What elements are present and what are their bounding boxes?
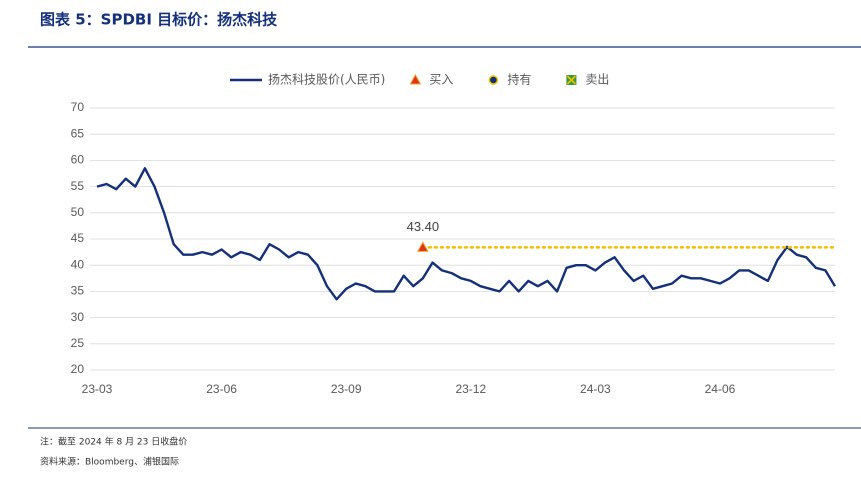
x-tick-label: 23-06 xyxy=(206,382,237,396)
marker xyxy=(417,241,429,252)
x-tick-label: 23-03 xyxy=(82,382,113,396)
y-tick-label: 45 xyxy=(71,231,85,245)
y-tick-label: 40 xyxy=(71,257,85,271)
y-tick-label: 60 xyxy=(71,153,85,167)
legend-symbol xyxy=(488,75,499,85)
y-tick-label: 70 xyxy=(71,100,85,114)
legend-label: 扬杰科技股价(人民币) xyxy=(268,72,385,87)
legend-symbol xyxy=(409,73,422,85)
legend-label: 持有 xyxy=(507,72,531,87)
x-tick-label: 23-12 xyxy=(455,382,486,396)
legend-symbol-cross xyxy=(566,75,576,85)
y-tick-label: 25 xyxy=(71,336,85,350)
x-tick-label: 24-03 xyxy=(580,382,611,396)
y-tick-label: 20 xyxy=(71,362,85,376)
x-tick-label: 23-09 xyxy=(331,382,362,396)
x-tick-label: 24-06 xyxy=(705,382,736,396)
chart-title: 图表 5：SPDBI 目标价：扬杰科技 xyxy=(40,11,278,29)
legend-label: 买入 xyxy=(429,73,453,87)
y-tick-label: 65 xyxy=(71,126,85,140)
y-tick-label: 50 xyxy=(71,205,85,219)
legend-label: 卖出 xyxy=(585,73,609,87)
y-tick-label: 35 xyxy=(71,284,85,298)
data-label: 43.40 xyxy=(407,219,440,234)
note: 注：截至 2024 年 8 月 23 日收盘价 xyxy=(40,436,187,448)
price-line xyxy=(96,167,837,301)
y-tick-label: 55 xyxy=(71,179,85,193)
y-tick-label: 30 xyxy=(71,310,85,324)
source: 资料来源：Bloomberg、浦银国际 xyxy=(40,456,179,468)
